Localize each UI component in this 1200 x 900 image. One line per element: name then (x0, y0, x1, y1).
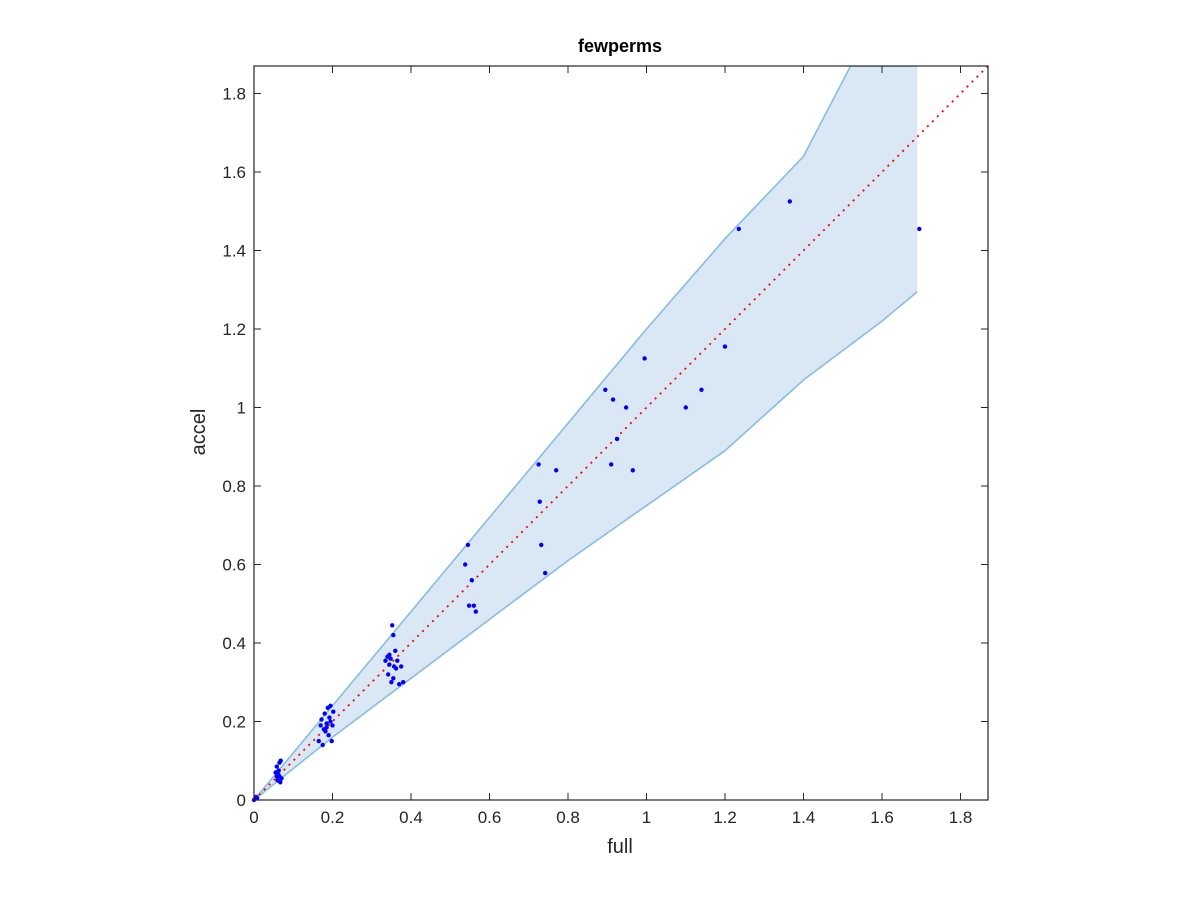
data-point (386, 672, 391, 677)
data-point (387, 652, 392, 657)
data-point (722, 344, 728, 349)
x-tick-label: 0.6 (478, 808, 502, 827)
data-point (466, 603, 472, 608)
axes-box (253, 65, 989, 801)
data-point (623, 405, 629, 410)
y-tick-label: 0 (237, 791, 246, 810)
data-point (471, 603, 476, 608)
y-tick-label: 1 (237, 398, 246, 417)
x-tick-label: 0 (249, 808, 258, 827)
data-point (391, 632, 396, 638)
data-point (917, 226, 922, 232)
data-point (320, 742, 325, 748)
confidence-band (254, 66, 918, 800)
data-point (324, 725, 329, 730)
data-point (609, 462, 614, 467)
data-point (465, 542, 471, 548)
x-tick-label: 0.2 (321, 808, 345, 827)
data-point (642, 356, 647, 361)
y-tick-label: 0.6 (222, 555, 246, 574)
data-point (328, 719, 333, 724)
data-point (699, 387, 704, 392)
data-point (326, 733, 331, 738)
data-point (473, 609, 478, 614)
data-point (278, 758, 283, 763)
data-point (318, 723, 323, 728)
data-point (603, 387, 608, 392)
data-point (393, 648, 398, 653)
data-point (630, 468, 635, 473)
data-point (614, 436, 620, 442)
data-point (787, 199, 792, 204)
data-point (389, 680, 394, 685)
x-tick-label: 0.4 (399, 808, 423, 827)
data-point (276, 768, 281, 773)
data-point (387, 662, 392, 667)
y-tick-label: 1.6 (222, 163, 246, 182)
y-tick-label: 0.2 (222, 712, 246, 731)
data-point (536, 462, 541, 467)
chart-title: fewperms (578, 36, 662, 56)
y-tick-label: 0.4 (222, 634, 246, 653)
data-point (537, 499, 542, 504)
x-tick-label: 0.8 (556, 808, 580, 827)
data-point (610, 397, 616, 402)
data-point (395, 658, 400, 663)
data-point (274, 764, 279, 769)
band-upper-edge (254, 66, 918, 800)
data-point (543, 570, 548, 576)
data-point (393, 666, 399, 671)
y-tick-label: 0.8 (222, 477, 246, 496)
reference-line (254, 66, 988, 800)
data-point (316, 738, 321, 744)
data-point (683, 405, 688, 410)
y-tick-label: 1.4 (222, 241, 246, 260)
y-axis-label: accel (188, 409, 210, 456)
data-point (322, 711, 327, 716)
x-tick-label: 1.6 (870, 808, 894, 827)
y-tick-label: 1.8 (222, 84, 246, 103)
data-point (328, 703, 333, 708)
data-point (463, 562, 468, 567)
data-point (388, 656, 393, 661)
data-point (274, 774, 279, 779)
plot-area: 0 0.2 0.4 0.6 0.8 1 1.2 1.4 1.6 1.8 0 0.2 0.4 0.6 0.8 1… (222, 65, 989, 827)
y-tick-label: 1.2 (222, 320, 246, 339)
data-point (397, 682, 402, 687)
data-point (324, 721, 329, 726)
data-point (469, 578, 474, 583)
x-tick-label: 1 (642, 808, 651, 827)
x-axis-label: full (607, 836, 633, 858)
data-point (401, 680, 406, 685)
data-point (390, 623, 395, 628)
data-point (399, 664, 404, 669)
data-point (383, 658, 388, 663)
data-point (254, 795, 260, 801)
x-tick-label: 1.4 (792, 808, 816, 827)
x-tick-label: 1.8 (949, 808, 973, 827)
data-point (327, 715, 332, 720)
data-point (736, 226, 741, 232)
data-point (554, 468, 559, 473)
x-tick-label: 1.2 (713, 808, 737, 827)
data-point (331, 709, 336, 714)
data-point (279, 776, 284, 781)
data-point (278, 780, 283, 785)
data-point (539, 542, 544, 548)
data-point (319, 717, 324, 722)
data-point (329, 738, 334, 744)
data-point (323, 729, 328, 734)
band-lower-edge (254, 291, 918, 800)
data-point (330, 723, 335, 728)
data-point (391, 676, 396, 681)
